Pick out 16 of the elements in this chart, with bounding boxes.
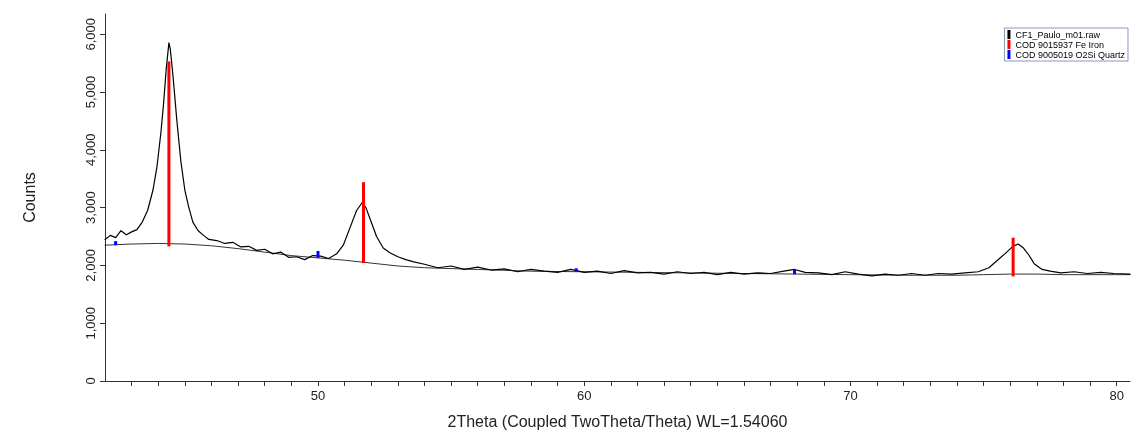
y-tick-label: 5,000 [83, 75, 98, 109]
x-tick-label: 60 [576, 388, 592, 403]
y-axis-title: Counts [20, 172, 38, 223]
y-tick-label: 0 [83, 377, 98, 385]
legend-label: COD 9015937 Fe Iron [1015, 39, 1105, 50]
legend-label: COD 9005019 O2Si Quartz [1015, 49, 1126, 60]
y-tick-label: 6,000 [83, 17, 98, 51]
y-tick-label: 2,000 [83, 249, 98, 282]
y-tick-label: 3,000 [83, 191, 98, 224]
y-tick-label: 4,000 [83, 133, 98, 167]
y-tick-label: 1,000 [83, 306, 98, 340]
x-tick-label: 80 [1109, 388, 1124, 403]
x-tick-label: 50 [310, 388, 326, 403]
legend-label: CF1_Paulo_m01.raw [1015, 29, 1101, 40]
x-axis-title: 2Theta (Coupled TwoTheta/Theta) WL=1.54060 [447, 412, 788, 430]
x-tick-label: 70 [843, 388, 858, 403]
